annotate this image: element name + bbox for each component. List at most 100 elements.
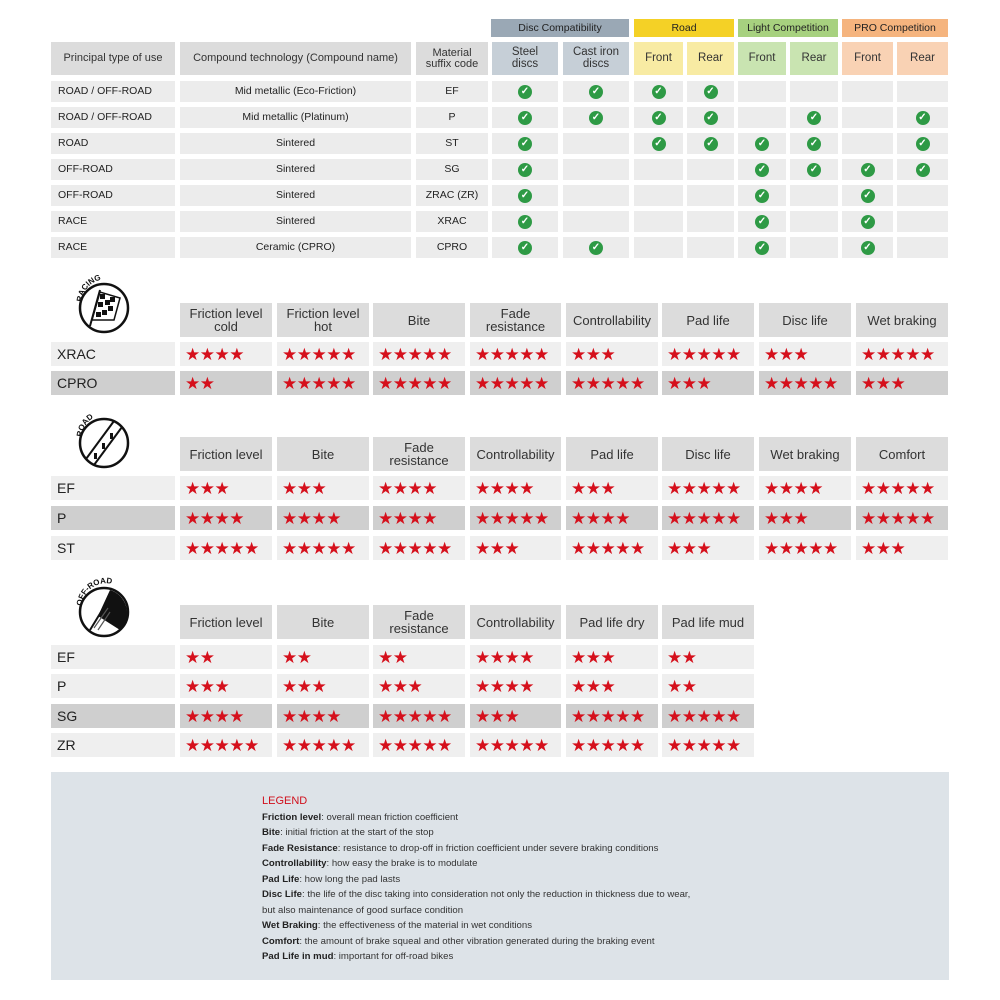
star-icon: ★ bbox=[793, 373, 809, 393]
star-icon: ★ bbox=[475, 478, 490, 498]
star-icon: ★ bbox=[489, 373, 505, 393]
star-icon: ★ bbox=[726, 735, 741, 755]
star-rating: ★ ★ ★ ★ ★ bbox=[373, 536, 465, 560]
star-rating: ★ ★ ★ ★ ★ bbox=[470, 506, 561, 530]
star-icon: ★ bbox=[711, 478, 726, 498]
code-cell: EF bbox=[416, 81, 488, 102]
star-icon: ★ bbox=[407, 344, 423, 364]
star-icon: ★ bbox=[519, 373, 534, 393]
star-icon: ★ bbox=[489, 735, 505, 755]
legend-item: Fade Resistance: resistance to drop-off … bbox=[262, 841, 690, 857]
star-icon: ★ bbox=[185, 647, 200, 667]
star-icon: ★ bbox=[214, 735, 230, 755]
star-icon: ★ bbox=[199, 508, 215, 528]
compat-cell: ✓ bbox=[738, 133, 786, 154]
star-icon: ★ bbox=[726, 706, 741, 726]
road-icon: ROAD bbox=[75, 412, 130, 469]
star-rating: ★ ★ ★ ★ ★ bbox=[373, 371, 465, 395]
star-rating: ★ ★ ★ bbox=[662, 536, 754, 560]
star-icon: ★ bbox=[489, 508, 505, 528]
compat-cell bbox=[687, 211, 734, 232]
star-rating: ★ ★ ★ ★ ★ bbox=[470, 371, 561, 395]
star-icon: ★ bbox=[437, 344, 452, 364]
rating-header: Friction level bbox=[180, 437, 272, 471]
star-icon: ★ bbox=[696, 344, 712, 364]
star-icon: ★ bbox=[600, 647, 616, 667]
compat-cell bbox=[563, 133, 629, 154]
star-icon: ★ bbox=[681, 538, 697, 558]
star-icon: ★ bbox=[504, 508, 520, 528]
star-icon: ★ bbox=[282, 676, 297, 696]
star-icon: ★ bbox=[585, 676, 601, 696]
code-cell: ZRAC (ZR) bbox=[416, 185, 488, 206]
compat-cell: ✓ bbox=[634, 133, 683, 154]
check-icon: ✓ bbox=[703, 136, 718, 151]
star-icon: ★ bbox=[793, 344, 809, 364]
compat-cell bbox=[790, 237, 838, 258]
star-rating: ★ ★ ★ ★ ★ bbox=[180, 536, 272, 560]
star-icon: ★ bbox=[571, 508, 586, 528]
star-rating: ★ ★ ★ ★ bbox=[180, 704, 272, 728]
star-icon: ★ bbox=[489, 706, 505, 726]
legend-box: LEGEND Friction level: overall mean fric… bbox=[51, 772, 949, 980]
star-icon: ★ bbox=[199, 538, 215, 558]
star-icon: ★ bbox=[585, 647, 601, 667]
star-icon: ★ bbox=[861, 344, 876, 364]
legend-item: Comfort: the amount of brake squeal and … bbox=[262, 934, 690, 950]
star-icon: ★ bbox=[475, 706, 490, 726]
star-rating: ★ ★ ★ ★ bbox=[470, 674, 561, 698]
star-rating: ★ ★ ★ ★ ★ bbox=[180, 733, 272, 757]
star-icon: ★ bbox=[407, 478, 423, 498]
check-icon: ✓ bbox=[807, 162, 821, 177]
star-rating: ★ ★ ★ bbox=[856, 536, 948, 560]
star-icon: ★ bbox=[185, 735, 200, 755]
star-icon: ★ bbox=[199, 344, 215, 364]
star-icon: ★ bbox=[667, 478, 682, 498]
legend-term: Friction level bbox=[262, 811, 322, 823]
star-icon: ★ bbox=[711, 508, 726, 528]
check-icon: ✓ bbox=[703, 84, 718, 99]
star-rating: ★ ★ ★ bbox=[566, 476, 658, 500]
star-icon: ★ bbox=[407, 538, 423, 558]
use-cell: RACE bbox=[51, 237, 175, 258]
star-icon: ★ bbox=[311, 508, 327, 528]
star-icon: ★ bbox=[600, 676, 616, 696]
check-icon: ✓ bbox=[807, 110, 821, 125]
legend-description: : initial friction at the start of the s… bbox=[280, 827, 434, 838]
check-icon: ✓ bbox=[651, 136, 666, 151]
star-icon: ★ bbox=[229, 706, 244, 726]
column-header: Cast iron discs bbox=[563, 42, 629, 75]
compound-cell: Mid metallic (Eco-Friction) bbox=[180, 81, 411, 102]
compound-code: P bbox=[51, 506, 175, 530]
star-icon: ★ bbox=[861, 538, 876, 558]
use-cell: ROAD bbox=[51, 133, 175, 154]
star-icon: ★ bbox=[244, 538, 259, 558]
star-icon: ★ bbox=[341, 373, 356, 393]
star-icon: ★ bbox=[392, 538, 408, 558]
star-rating: ★ ★ ★ bbox=[856, 371, 948, 395]
star-icon: ★ bbox=[422, 373, 437, 393]
compat-cell: ✓ bbox=[634, 107, 683, 128]
compat-cell bbox=[790, 185, 838, 206]
star-icon: ★ bbox=[378, 676, 393, 696]
star-rating: ★ ★ bbox=[180, 645, 272, 669]
star-icon: ★ bbox=[199, 478, 215, 498]
star-icon: ★ bbox=[764, 344, 779, 364]
star-icon: ★ bbox=[571, 676, 586, 696]
star-icon: ★ bbox=[311, 478, 327, 498]
compat-cell bbox=[897, 237, 948, 258]
check-icon: ✓ bbox=[860, 162, 875, 177]
star-icon: ★ bbox=[199, 373, 215, 393]
star-icon: ★ bbox=[778, 478, 794, 498]
group-header: Disc Compatibility bbox=[491, 19, 629, 37]
legend-item: Pad Life in mud: important for off-road … bbox=[262, 949, 690, 965]
compat-cell: ✓ bbox=[738, 211, 786, 232]
compat-cell: ✓ bbox=[842, 185, 893, 206]
star-icon: ★ bbox=[534, 735, 549, 755]
star-icon: ★ bbox=[475, 373, 490, 393]
star-icon: ★ bbox=[585, 735, 601, 755]
star-icon: ★ bbox=[696, 735, 712, 755]
compat-cell bbox=[790, 211, 838, 232]
star-icon: ★ bbox=[475, 735, 490, 755]
check-icon: ✓ bbox=[518, 110, 532, 125]
